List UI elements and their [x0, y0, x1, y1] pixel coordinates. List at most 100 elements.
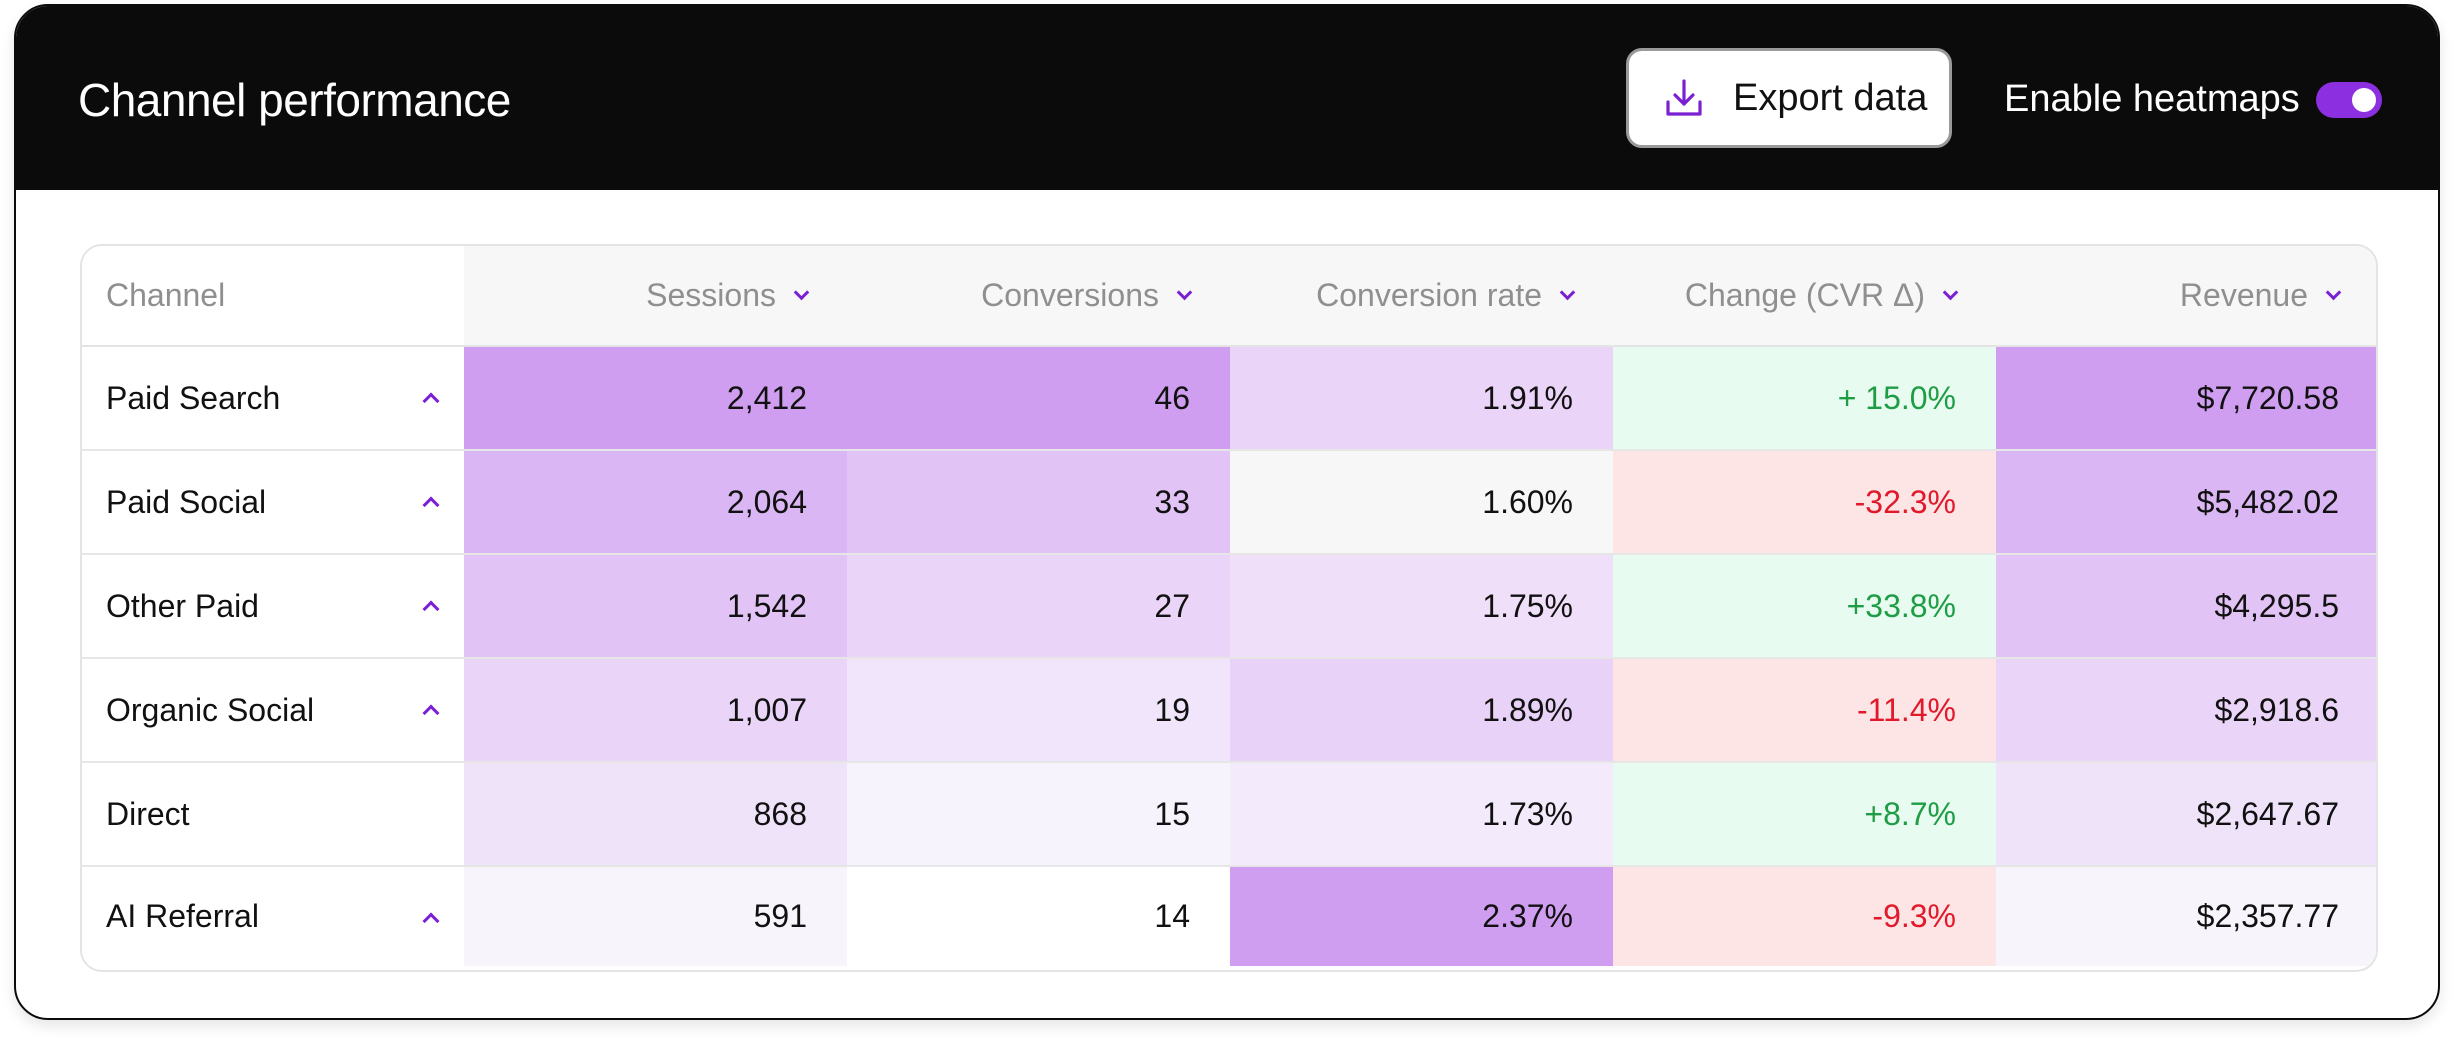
sessions-value: 591	[753, 898, 807, 934]
channel-name: AI Referral	[106, 898, 259, 934]
conversions-cell: 19	[847, 658, 1230, 763]
column-header-sessions[interactable]: Sessions	[464, 246, 847, 347]
channel-name: Paid Social	[106, 483, 267, 520]
change-cell: -9.3%	[1613, 866, 1996, 966]
channel-name: Direct	[106, 795, 190, 832]
card-header: Channel performance Export data Enable h…	[16, 6, 2438, 190]
revenue-cell: $4,295.5	[1996, 554, 2376, 659]
revenue-value: $5,482.02	[2196, 483, 2339, 520]
sessions-cell: 868	[464, 762, 847, 867]
chevron-down-icon	[2326, 287, 2339, 300]
conversion-rate-cell: 1.91%	[1230, 346, 1613, 451]
column-header-revenue[interactable]: Revenue	[1996, 246, 2376, 347]
change-value: -11.4%	[1856, 691, 1956, 728]
table-header-row: Channel Sessions Conversions Conversion …	[82, 246, 2376, 347]
column-header-conversions[interactable]: Conversions	[847, 246, 1230, 347]
enable-heatmaps-toggle[interactable]	[2316, 82, 2382, 118]
conversions-value: 33	[1154, 483, 1190, 520]
column-header-conversion-rate[interactable]: Conversion rate	[1230, 246, 1613, 347]
chevron-down-icon	[1177, 287, 1190, 300]
table-row: Organic Social 1,007 19 1.89% -11.4% $2,918.6	[82, 658, 2376, 763]
revenue-cell: $2,647.67	[1996, 762, 2376, 867]
table-row: Direct 868 15 1.73% +8.7% $2,647.67	[82, 762, 2376, 867]
sessions-cell: 2,412	[464, 346, 847, 451]
chevron-up-icon[interactable]	[424, 601, 438, 615]
page-title: Channel performance	[78, 74, 511, 126]
export-data-label: Export data	[1733, 76, 1928, 119]
conversion-rate-value: 1.75%	[1482, 587, 1573, 624]
conversions-cell: 15	[847, 762, 1230, 867]
column-header-channel: Channel	[82, 246, 464, 347]
conversion-rate-value: 1.89%	[1482, 691, 1573, 728]
revenue-value: $2,357.77	[2196, 898, 2339, 934]
conversion-rate-value: 2.37%	[1482, 898, 1573, 934]
conversions-value: 14	[1154, 898, 1190, 934]
sessions-value: 2,412	[726, 379, 807, 416]
channel-name: Organic Social	[106, 691, 315, 728]
change-cell: +33.8%	[1613, 554, 1996, 659]
channel-cell: Other Paid	[82, 554, 464, 659]
chevron-up-icon[interactable]	[424, 497, 438, 511]
chevron-down-icon	[794, 287, 807, 300]
revenue-value: $4,295.5	[2214, 587, 2339, 624]
enable-heatmaps-label: Enable heatmaps	[2004, 78, 2300, 120]
change-cell: -32.3%	[1613, 450, 1996, 555]
sessions-value: 1,542	[726, 587, 807, 624]
column-header-change[interactable]: Change (CVR Δ)	[1613, 246, 1996, 347]
chevron-down-icon	[1560, 287, 1573, 300]
channel-cell: Paid Search	[82, 346, 464, 451]
conversion-rate-cell: 2.37%	[1230, 866, 1613, 966]
conversion-rate-value: 1.91%	[1482, 379, 1573, 416]
sessions-value: 868	[753, 795, 807, 832]
sessions-value: 2,064	[726, 483, 807, 520]
conversion-rate-cell: 1.89%	[1230, 658, 1613, 763]
change-cell: +8.7%	[1613, 762, 1996, 867]
conversion-rate-value: 1.60%	[1482, 483, 1573, 520]
conversions-value: 46	[1154, 379, 1190, 416]
change-value: + 15.0%	[1837, 379, 1956, 416]
revenue-value: $7,720.58	[2196, 379, 2339, 416]
change-value: +33.8%	[1846, 587, 1956, 624]
channel-name: Paid Search	[106, 379, 281, 416]
sessions-cell: 2,064	[464, 450, 847, 555]
channel-cell: Paid Social	[82, 450, 464, 555]
channel-name: Other Paid	[106, 587, 259, 624]
change-value: -9.3%	[1872, 898, 1956, 934]
conversions-value: 15	[1154, 795, 1190, 832]
conversion-rate-cell: 1.75%	[1230, 554, 1613, 659]
sessions-cell: 591	[464, 866, 847, 966]
chevron-up-icon[interactable]	[424, 393, 438, 407]
download-icon	[1663, 77, 1705, 119]
revenue-value: $2,647.67	[2196, 795, 2339, 832]
change-value: +8.7%	[1864, 795, 1956, 832]
conversions-cell: 27	[847, 554, 1230, 659]
revenue-cell: $2,918.6	[1996, 658, 2376, 763]
conversions-value: 27	[1154, 587, 1190, 624]
export-data-button[interactable]: Export data	[1626, 48, 1952, 148]
change-value: -32.3%	[1854, 483, 1956, 520]
revenue-cell: $7,720.58	[1996, 346, 2376, 451]
table-row: AI Referral 591 14 2.37% -9.3% $2,357.77	[82, 866, 2376, 966]
table-row: Other Paid 1,542 27 1.75% +33.8% $4,295.5	[82, 554, 2376, 659]
conversions-cell: 14	[847, 866, 1230, 966]
revenue-value: $2,918.6	[2214, 691, 2339, 728]
channel-cell: Direct	[82, 762, 464, 867]
conversions-cell: 46	[847, 346, 1230, 451]
chevron-up-icon[interactable]	[424, 913, 438, 927]
conversion-rate-cell: 1.73%	[1230, 762, 1613, 867]
table-row: Paid Search 2,412 46 1.91% + 15.0% $7,720.58	[82, 346, 2376, 451]
conversions-value: 19	[1154, 691, 1190, 728]
sessions-cell: 1,542	[464, 554, 847, 659]
channel-cell: AI Referral	[82, 866, 464, 966]
channel-table: Channel Sessions Conversions Conversion …	[80, 244, 2378, 972]
chevron-up-icon[interactable]	[424, 705, 438, 719]
revenue-cell: $5,482.02	[1996, 450, 2376, 555]
conversions-cell: 33	[847, 450, 1230, 555]
toggle-knob	[2352, 88, 2376, 112]
table-row: Paid Social 2,064 33 1.60% -32.3% $5,482.02	[82, 450, 2376, 555]
conversion-rate-value: 1.73%	[1482, 795, 1573, 832]
conversion-rate-cell: 1.60%	[1230, 450, 1613, 555]
change-cell: + 15.0%	[1613, 346, 1996, 451]
sessions-value: 1,007	[726, 691, 807, 728]
chevron-down-icon	[1943, 287, 1956, 300]
